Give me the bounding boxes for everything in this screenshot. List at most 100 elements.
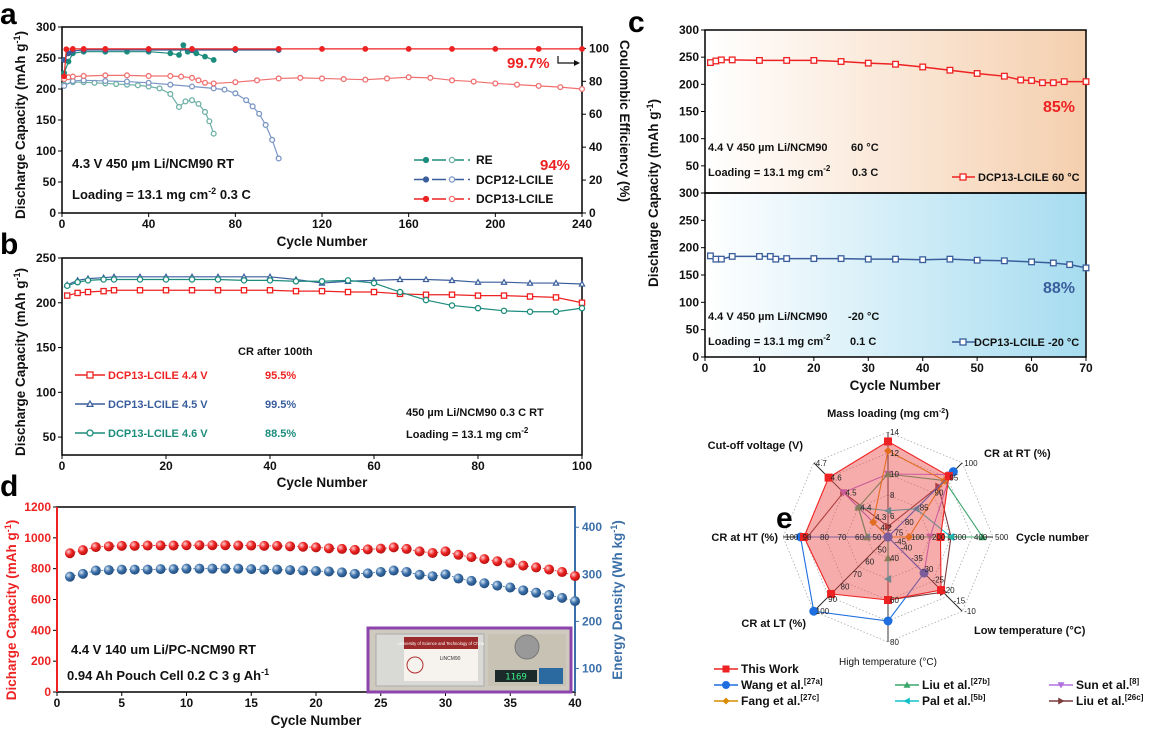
data-point: [755, 56, 763, 64]
series-dcp13-lcile: [61, 45, 585, 80]
data-point: [116, 564, 127, 575]
x-tick-label: 200: [485, 217, 505, 231]
data-point: [240, 286, 248, 294]
series-discharge-capacity: [64, 540, 580, 582]
y-tick-label: 250: [679, 50, 699, 64]
data-point: [579, 45, 585, 52]
data-point: [1028, 77, 1036, 84]
data-point: [194, 563, 205, 574]
data-point: [63, 282, 71, 290]
data-point: [64, 548, 75, 559]
c-bot-line1: 4.4 V 450 µm Li/NCM90: [708, 311, 827, 323]
data-point: [232, 90, 239, 97]
data-point: [176, 52, 182, 58]
data-point: [474, 292, 482, 299]
data-point: [142, 564, 153, 575]
radar-tick-label: 12: [890, 449, 899, 458]
data-point: [1060, 78, 1068, 86]
radar-title-high-temp: High temperature (°C): [839, 657, 937, 668]
data-point: [448, 302, 456, 309]
radar-tick-label: -20: [943, 586, 955, 595]
radar-tick-label: 200: [932, 533, 946, 542]
legend-marker: [722, 665, 730, 673]
radar-point: [883, 616, 893, 626]
data-point: [973, 70, 981, 77]
data-point: [383, 75, 391, 82]
c-xlabel: Cycle Number: [850, 378, 942, 393]
data-point: [344, 277, 352, 284]
x-tick-label: 20: [309, 696, 323, 710]
data-point: [181, 540, 192, 551]
data-point: [1082, 78, 1090, 86]
data-point: [319, 45, 325, 52]
data-point: [168, 540, 179, 551]
data-point: [63, 292, 71, 299]
data-point: [259, 564, 270, 575]
data-point: [156, 85, 163, 92]
series-dcp13-lcile-60-c: [706, 56, 1090, 87]
y-tick-label: 200: [36, 296, 56, 310]
data-point: [448, 276, 456, 284]
data-point: [535, 82, 542, 89]
a-ylabel: Discharge Capacity (mAh g-1): [12, 31, 28, 219]
legend-marker: [1058, 697, 1065, 705]
data-point: [557, 567, 568, 578]
data-point: [240, 277, 248, 284]
data-point: [100, 287, 107, 295]
data-point: [349, 568, 360, 579]
data-point: [570, 571, 580, 582]
data-point: [74, 289, 81, 297]
y-tick-label: 600: [31, 593, 51, 607]
data-point: [362, 544, 373, 555]
data-point: [535, 45, 542, 52]
d-xlabel: Cycle Number: [271, 713, 363, 728]
arrow-right-icon: [574, 60, 580, 66]
y-tick-label: 50: [43, 175, 57, 189]
radar-tick-label: 500: [995, 533, 1009, 542]
series-line: [64, 81, 215, 134]
radar-legend-wang: Wang et al.[27a]: [741, 677, 823, 692]
c-bot-temp: -20 °C: [848, 311, 879, 323]
y-tick-label: 1000: [24, 531, 51, 545]
y-tick-label: 50: [686, 159, 700, 173]
axes-c-bottom: 0 10 20 30 40 50 60 70 0 50 100 150 200 250 300: [679, 186, 1093, 375]
data-point: [492, 80, 499, 87]
radar-point: [809, 606, 819, 616]
data-point: [292, 287, 300, 295]
data-point: [323, 566, 334, 577]
radar-point: [824, 473, 833, 482]
panel-c-top-background: [705, 30, 1086, 193]
radar-tick-label: 4.7: [816, 459, 828, 468]
data-point: [210, 130, 217, 137]
d-y2label: Energy Density (Wh kg-1): [609, 520, 625, 680]
data-point: [262, 121, 269, 129]
y2-tick-label: 400: [582, 520, 602, 534]
data-point: [513, 81, 521, 88]
c-top-rate: 0.3 C: [852, 167, 878, 179]
a-ce-value: 99.7%: [507, 55, 550, 72]
y-tick-label: 300: [679, 23, 699, 37]
radar-legend-sun: Sun et al.[8]: [1076, 677, 1139, 692]
radar-legend-fang: Fang et al.[27c]: [741, 693, 819, 708]
legend-marker: [422, 156, 430, 164]
data-point: [1066, 261, 1074, 269]
data-point: [103, 541, 114, 552]
c-bot-rate: 0.1 C: [850, 336, 876, 348]
x-tick-label: 80: [471, 459, 485, 473]
data-point: [266, 277, 274, 284]
radar-tick-label: -45: [894, 537, 906, 546]
data-point: [167, 72, 174, 80]
data-point: [102, 77, 109, 84]
a-legend-re: RE: [476, 153, 493, 167]
university-seal: [406, 656, 424, 674]
y-tick-label: 150: [679, 105, 699, 119]
data-point: [783, 255, 791, 263]
y-tick-label: 50: [43, 430, 57, 444]
series-line: [63, 74, 583, 90]
data-point: [479, 578, 490, 589]
radar-title-cr-ht: CR at HT (%): [711, 532, 778, 544]
radar-tick-label: 80: [905, 518, 914, 527]
series-line: [710, 255, 1087, 269]
y-tick-label: 250: [36, 51, 56, 65]
